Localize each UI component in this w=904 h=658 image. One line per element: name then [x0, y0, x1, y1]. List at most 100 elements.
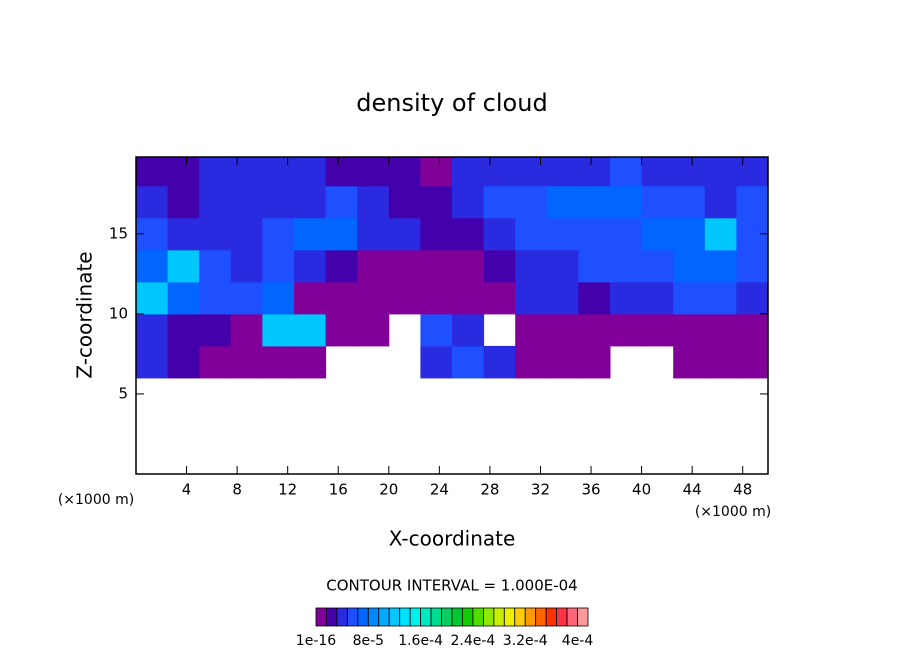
- colorbar-swatch: [388, 607, 401, 627]
- contour-cell: [199, 313, 232, 347]
- y-tick-label: 10: [109, 304, 128, 322]
- contour-cell: [136, 345, 169, 379]
- contour-field: [136, 157, 768, 379]
- contour-cell: [325, 249, 358, 283]
- contour-cell: [230, 249, 263, 283]
- contour-cell: [262, 157, 295, 187]
- contour-cell: [199, 157, 232, 187]
- contour-cell: [230, 281, 263, 315]
- contour-cell: [325, 217, 358, 251]
- colorbar-swatch: [367, 607, 380, 627]
- colorbar-swatch: [399, 607, 411, 627]
- contour-cell: [610, 249, 643, 283]
- contour-cell: [325, 185, 358, 219]
- colorbar-swatch: [451, 607, 463, 627]
- contour-cell: [452, 249, 485, 283]
- contour-cell: [325, 313, 358, 347]
- colorbar-tick-label: 2.4e-4: [451, 633, 496, 649]
- contour-cell: [736, 185, 768, 219]
- contour-cell: [452, 157, 485, 187]
- x-unit: (×1000 m): [695, 504, 771, 520]
- contour-cell: [673, 249, 706, 283]
- colorbar-swatch: [535, 607, 547, 627]
- contour-cell: [262, 345, 295, 379]
- contour-cell: [325, 157, 358, 187]
- contour-cell: [262, 281, 295, 315]
- contour-cell: [515, 345, 548, 379]
- contour-cell: [641, 217, 674, 251]
- colorbar-swatch: [566, 607, 578, 627]
- contour-cell: [546, 217, 579, 251]
- contour-cell: [357, 313, 390, 347]
- colorbar-swatch: [462, 607, 474, 627]
- contour-cell: [294, 217, 327, 251]
- contour-cell: [136, 185, 169, 219]
- contour-cell: [388, 185, 421, 219]
- contour-cell: [136, 249, 169, 283]
- colorbar-swatch: [430, 607, 442, 627]
- contour-cell: [736, 345, 768, 379]
- contour-cell: [167, 157, 200, 187]
- contour-cell: [357, 217, 390, 251]
- contour-cell: [483, 249, 516, 283]
- contour-cell: [483, 157, 516, 187]
- contour-cell: [610, 281, 643, 315]
- contour-cell: [136, 157, 169, 187]
- chart-title: density of cloud: [356, 89, 547, 117]
- contour-cell: [641, 281, 674, 315]
- x-tick-label: 44: [683, 481, 702, 499]
- colorbar-swatch: [420, 607, 432, 627]
- contour-cell: [641, 185, 674, 219]
- contour-cell: [704, 281, 737, 315]
- contour-cell: [546, 281, 579, 315]
- x-tick-label: 24: [430, 481, 449, 499]
- contour-cell: [199, 217, 232, 251]
- contour-cell: [230, 157, 263, 187]
- contour-cell: [452, 345, 485, 379]
- contour-cell: [230, 313, 263, 347]
- contour-cell: [167, 217, 200, 251]
- contour-cell: [199, 345, 232, 379]
- colorbar: 1e-16 8e-5 1.6e-4 2.4e-4 3.2e-4 4e-4: [296, 607, 593, 649]
- x-tick-label: 28: [480, 481, 499, 499]
- contour-cell: [262, 185, 295, 219]
- contour-cell: [610, 217, 643, 251]
- contour-cell: [325, 281, 358, 315]
- contour-cell: [452, 185, 485, 219]
- plot-frame: [135, 156, 769, 475]
- x-tick-label: 48: [733, 481, 752, 499]
- contour-cell: [294, 281, 327, 315]
- contour-cell: [610, 157, 643, 187]
- contour-cell: [704, 313, 737, 347]
- contour-cell: [736, 249, 768, 283]
- colorbar-tick-label: 1.6e-4: [398, 633, 443, 649]
- x-tick-label: 4: [182, 481, 192, 499]
- contour-cell: [578, 249, 611, 283]
- contour-cell: [483, 217, 516, 251]
- contour-cell: [167, 313, 200, 347]
- contour-cell: [641, 249, 674, 283]
- contour-cell: [230, 345, 263, 379]
- contour-cell: [704, 217, 737, 251]
- contour-cell: [641, 157, 674, 187]
- y-tick-label: 5: [118, 384, 128, 402]
- y-unit: (×1000 m): [58, 492, 134, 508]
- contour-cell: [420, 217, 453, 251]
- contour-cell: [578, 185, 611, 219]
- contour-cell: [420, 249, 453, 283]
- colorbar-swatch: [472, 607, 484, 627]
- colorbar-swatch: [357, 607, 369, 627]
- colorbar-swatch: [378, 607, 390, 627]
- x-tick-label: 16: [329, 481, 348, 499]
- contour-cell: [673, 157, 706, 187]
- colorbar-swatch: [409, 607, 422, 627]
- contour-cell: [167, 345, 200, 379]
- contour-cell: [167, 185, 200, 219]
- contour-cell: [230, 217, 263, 251]
- contour-cell: [294, 185, 327, 219]
- contour-cell: [673, 345, 706, 379]
- colorbar-swatch: [556, 607, 568, 627]
- contour-cell: [673, 281, 706, 315]
- contour-cell: [199, 185, 232, 219]
